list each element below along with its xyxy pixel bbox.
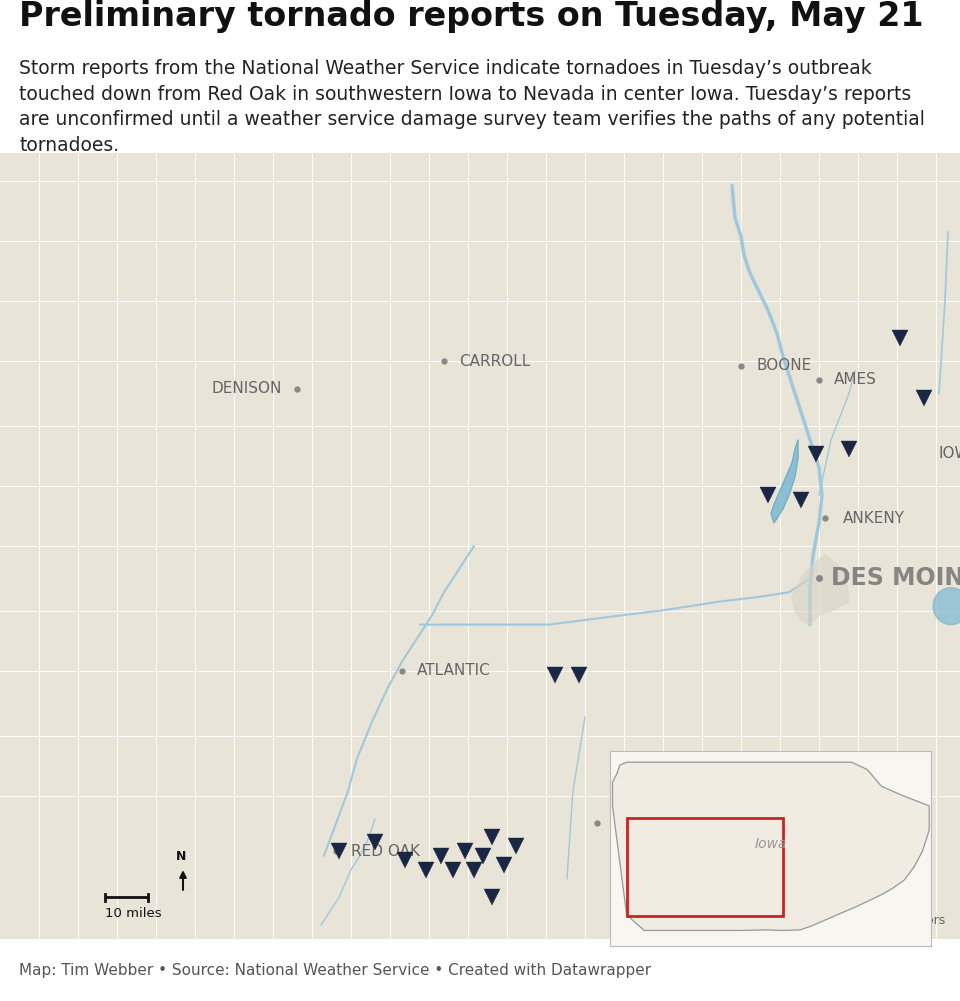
Text: 10 miles: 10 miles [105, 907, 161, 920]
Polygon shape [612, 762, 929, 931]
Text: CRESTON: CRESTON [612, 816, 685, 831]
Text: DES MOINES: DES MOINES [831, 567, 960, 591]
Text: IOWA: IOWA [939, 446, 960, 461]
Text: DENISON: DENISON [211, 381, 282, 396]
Text: CARROLL: CARROLL [459, 353, 530, 368]
Text: BOONE: BOONE [756, 358, 811, 373]
Text: Preliminary tornado reports on Tuesday, May 21: Preliminary tornado reports on Tuesday, … [19, 0, 924, 33]
Text: RED OAK: RED OAK [351, 844, 420, 859]
Polygon shape [792, 556, 849, 625]
Text: Storm reports from the National Weather Service indicate tornadoes in Tuesday’s : Storm reports from the National Weather … [19, 59, 925, 155]
Text: © OpenStreetMap contributors: © OpenStreetMap contributors [752, 914, 946, 927]
Text: N: N [176, 850, 186, 863]
Text: AMES: AMES [834, 372, 876, 387]
Text: ATLANTIC: ATLANTIC [417, 664, 491, 679]
Bar [627, 819, 782, 916]
Text: Iowa: Iowa [755, 838, 786, 852]
Text: ANKENY: ANKENY [843, 511, 905, 526]
Text: Map: Tim Webber • Source: National Weather Service • Created with Datawrapper: Map: Tim Webber • Source: National Weath… [19, 963, 651, 978]
Polygon shape [771, 439, 798, 523]
Polygon shape [933, 588, 960, 625]
